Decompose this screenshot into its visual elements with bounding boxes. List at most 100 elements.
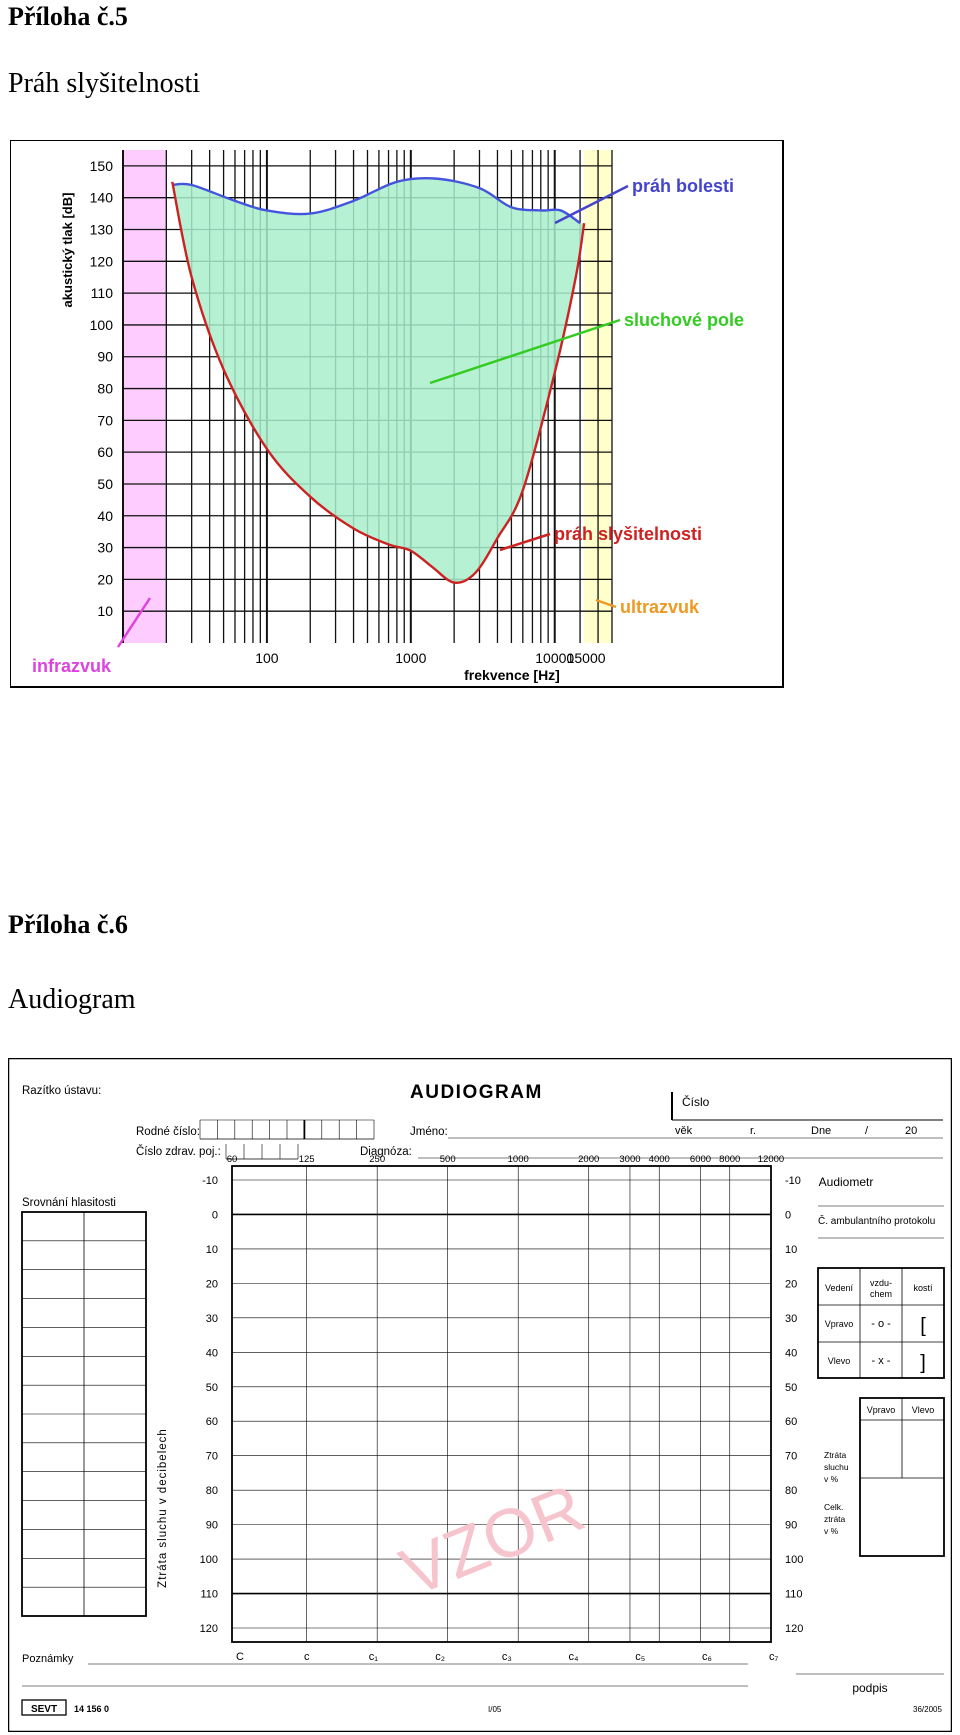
x-axis-label: frekvence [Hz]: [464, 667, 560, 683]
signature-label: podpis: [852, 1681, 887, 1695]
insurance-number-boxes[interactable]: [225, 1144, 299, 1160]
date-slash: /: [865, 1125, 869, 1137]
date-year: 20: [905, 1125, 917, 1137]
y-tick-label: 20: [97, 571, 113, 587]
db-label-right: -10: [785, 1175, 801, 1187]
y-tick-label: 150: [90, 158, 114, 174]
note-label: c₁: [369, 1651, 379, 1663]
y-axis-label: akustický tlak [dB]: [60, 193, 75, 308]
annotation-leader: [499, 532, 551, 552]
hearing-loss-table[interactable]: Vpravo Vlevo Ztráta sluchu v % Celk. ztr…: [824, 1397, 945, 1557]
insurance-label: Číslo zdrav. poj.:: [136, 1145, 221, 1158]
vertical-label: Ztráta sluchu v decibelech: [157, 1428, 169, 1588]
notes-label: Poznámky: [22, 1653, 74, 1665]
y-tick-label: 60: [97, 444, 113, 460]
db-label-left: 110: [200, 1589, 218, 1601]
frequency-label: 125: [299, 1154, 315, 1165]
svg-text:vzdu-: vzdu-: [870, 1278, 892, 1288]
age-label: věk: [675, 1125, 693, 1137]
footer-date: 36/2005: [913, 1705, 942, 1714]
svg-text:SEVT: SEVT: [31, 1704, 57, 1715]
y-tick-label: 120: [90, 253, 114, 269]
x-tick-label: 100: [255, 650, 279, 666]
svg-text:Vpravo: Vpravo: [867, 1405, 896, 1415]
note-label: c: [304, 1651, 310, 1663]
annotation-leader: [595, 598, 617, 609]
frequency-label: 12000: [758, 1154, 784, 1165]
frequency-label: 500: [440, 1154, 456, 1165]
db-label-right: 70: [785, 1451, 797, 1463]
db-label-left: 40: [206, 1347, 218, 1359]
annotation-leader: [554, 184, 629, 225]
section5-subheading: Práh slyšitelnosti: [8, 68, 201, 99]
svg-text:Vlevo: Vlevo: [912, 1405, 935, 1415]
protocol-label: Č. ambulantního protokolu: [818, 1214, 935, 1227]
birth-number-label: Rodné číslo:: [136, 1126, 200, 1138]
frequency-label: 250: [369, 1154, 385, 1165]
db-label-right: 100: [785, 1554, 803, 1566]
note-label: c₆: [702, 1651, 712, 1663]
section6-heading: Příloha č.6: [8, 910, 128, 939]
svg-text:Vedení: Vedení: [825, 1283, 854, 1293]
region-infrazvuk: [123, 150, 167, 643]
loudness-comparison-table[interactable]: [21, 1211, 147, 1617]
note-label: c₇: [769, 1651, 779, 1663]
y-tick-label: 50: [97, 476, 113, 492]
svg-text:- x -: - x -: [872, 1355, 891, 1367]
svg-text:v %: v %: [824, 1474, 839, 1484]
note-label: c₅: [635, 1651, 645, 1663]
db-label-left: 120: [200, 1623, 218, 1635]
db-label-left: 70: [206, 1451, 218, 1463]
svg-text:kostí: kostí: [913, 1283, 933, 1293]
section5-heading: Příloha č.5: [8, 2, 128, 31]
frequency-label: 1000: [508, 1154, 529, 1165]
y-tick-label: 100: [90, 317, 114, 333]
birth-number-boxes[interactable]: [199, 1119, 375, 1140]
db-label-right: 60: [785, 1416, 797, 1428]
svg-text:sluchu: sluchu: [824, 1462, 849, 1472]
form-code: 14 156 0: [74, 1704, 109, 1714]
svg-text:Celk.: Celk.: [824, 1502, 843, 1512]
audiogram-title: AUDIOGRAM: [410, 1082, 543, 1103]
svg-text:Ztráta: Ztráta: [824, 1450, 846, 1460]
x-tick-label: 10000: [535, 650, 574, 666]
y-tick-label: 70: [97, 412, 113, 428]
svg-text:]: ]: [920, 1352, 926, 1374]
db-label-right: 30: [785, 1313, 797, 1325]
annotation-label: práh bolesti: [632, 176, 734, 196]
db-label-left: 0: [212, 1209, 218, 1221]
note-label: C: [236, 1651, 244, 1663]
loudness-label: Srovnání hlasitosti: [22, 1197, 116, 1209]
hearing-field-area: [172, 178, 585, 583]
audiogram-form: Razítko ústavu: AUDIOGRAM Číslo Rodné čí…: [8, 1058, 952, 1732]
annotation-label: sluchové pole: [624, 310, 744, 330]
note-label: c₃: [502, 1651, 512, 1663]
db-label-right: 50: [785, 1382, 797, 1394]
date-label: Dne: [811, 1125, 831, 1137]
series-line: [172, 176, 581, 225]
audiogram-grid[interactable]: [231, 1165, 772, 1643]
hearing-threshold-chart: 10 20 30 40 50 60 70 80 90 100 110 120 130 140 150 100 1…: [10, 140, 784, 688]
conduction-table: Vedení vzdu- chem kostí Vpravo - o - [ V…: [817, 1267, 945, 1379]
db-label-right: 20: [785, 1278, 797, 1290]
db-label-left: -10: [202, 1175, 218, 1187]
db-label-left: 20: [206, 1278, 218, 1290]
db-label-left: 50: [206, 1382, 218, 1394]
number-label: Číslo: [682, 1094, 710, 1109]
db-label-left: 90: [206, 1520, 218, 1532]
annotation-leader: [429, 318, 621, 385]
db-label-right: 10: [785, 1244, 797, 1256]
annotation-label: práh slyšitelnosti: [554, 524, 702, 544]
db-label-right: 90: [785, 1520, 797, 1532]
svg-text:chem: chem: [870, 1289, 892, 1299]
footer-code: I/05: [488, 1705, 502, 1714]
annotation-leader: [116, 597, 152, 648]
y-tick-label: 10: [97, 603, 113, 619]
frequency-label: 2000: [578, 1154, 599, 1165]
annotation-label: infrazvuk: [32, 656, 112, 676]
note-label: c₄: [569, 1651, 580, 1663]
frequency-label: 6000: [690, 1154, 711, 1165]
y-tick-label: 30: [97, 540, 113, 556]
diagnosis-label: Diagnóza:: [360, 1146, 412, 1158]
svg-text:ztráta: ztráta: [824, 1514, 846, 1524]
